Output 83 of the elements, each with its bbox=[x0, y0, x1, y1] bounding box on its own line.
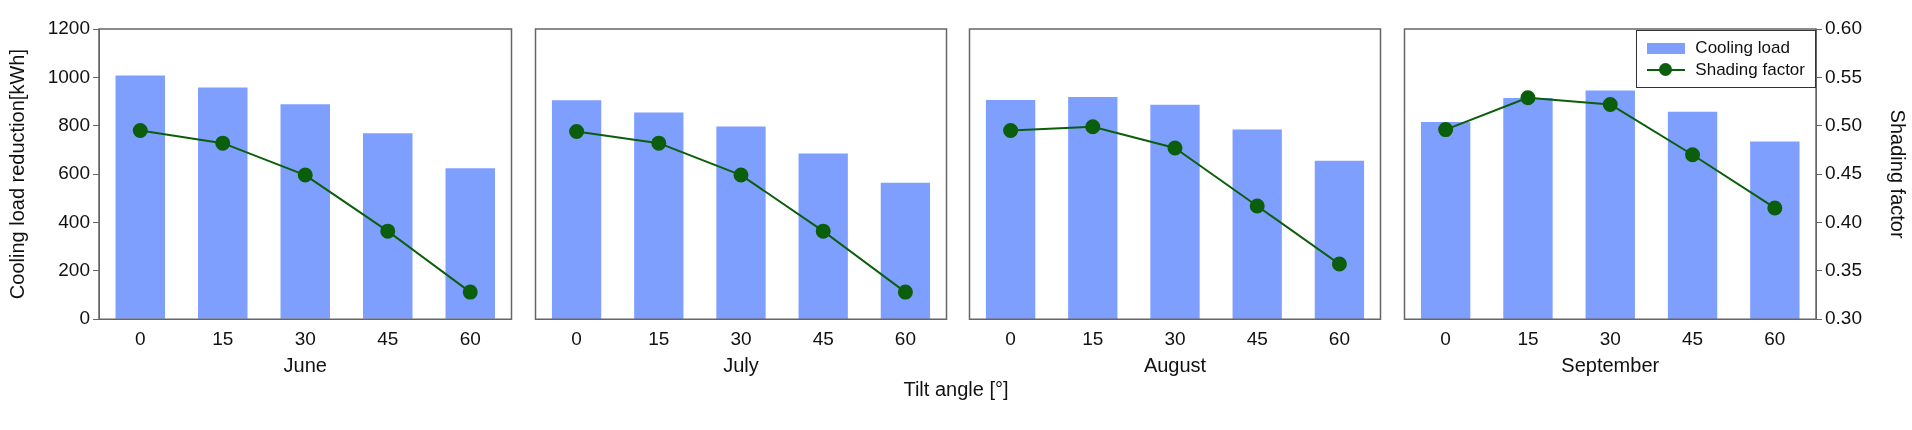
y-tick-label: 1000 bbox=[47, 65, 90, 87]
x-tick-label: 0 bbox=[571, 327, 582, 349]
legend-label: Shading factor bbox=[1695, 60, 1805, 80]
bar bbox=[1667, 111, 1718, 320]
y2-axis-title: Shading factor bbox=[1887, 109, 1910, 239]
y-tick-label: 200 bbox=[58, 259, 90, 281]
legend-label: Cooling load bbox=[1695, 38, 1790, 58]
x-tick-label: 45 bbox=[1246, 327, 1268, 349]
point bbox=[1085, 119, 1101, 135]
x-tick-label: 15 bbox=[1082, 327, 1104, 349]
bar bbox=[1150, 104, 1200, 320]
text: Tilt angle [°] bbox=[902, 378, 1010, 401]
x-tick-label: 30 bbox=[1164, 327, 1186, 349]
point bbox=[1602, 96, 1618, 112]
point bbox=[1767, 200, 1783, 216]
point bbox=[380, 223, 396, 239]
x-tick-label: 30 bbox=[294, 327, 316, 349]
point bbox=[815, 223, 831, 239]
point bbox=[462, 284, 478, 300]
bar bbox=[363, 133, 413, 319]
x-tick-label: 0 bbox=[1005, 327, 1016, 349]
bar bbox=[1585, 90, 1635, 320]
x-tick-label: 30 bbox=[730, 327, 752, 349]
y-tick-label: 0 bbox=[79, 307, 90, 329]
x-tick-label: 45 bbox=[1681, 327, 1704, 349]
point bbox=[132, 123, 148, 139]
x-tick-label: 60 bbox=[1328, 327, 1350, 349]
y2-tick-label: 0.55 bbox=[1825, 65, 1862, 87]
bar bbox=[1503, 97, 1553, 320]
point bbox=[1249, 198, 1265, 214]
point bbox=[1331, 256, 1347, 272]
y-tick-label: 600 bbox=[58, 162, 90, 184]
bar bbox=[716, 126, 766, 320]
y-tick-label: 800 bbox=[58, 113, 90, 135]
bar bbox=[1314, 160, 1365, 320]
x-axis-title: June bbox=[283, 353, 327, 376]
y-tick-label: 400 bbox=[58, 210, 90, 232]
y2-tick-label: 0.50 bbox=[1825, 113, 1862, 135]
x-axis-title: August bbox=[1143, 353, 1207, 376]
point bbox=[1167, 140, 1183, 156]
bar bbox=[198, 87, 248, 319]
y2-tick-label: 0.35 bbox=[1825, 259, 1862, 281]
bar bbox=[1068, 96, 1118, 320]
x-tick-label: 15 bbox=[1517, 327, 1539, 349]
point bbox=[651, 135, 667, 151]
point bbox=[569, 124, 585, 140]
y2-tick-label: 0.40 bbox=[1825, 210, 1862, 232]
x-tick-label: 0 bbox=[134, 327, 146, 349]
point bbox=[297, 167, 313, 183]
x-tick-label: 45 bbox=[812, 327, 834, 349]
bar bbox=[280, 104, 330, 319]
x-tick-label: 30 bbox=[1599, 327, 1621, 349]
point bbox=[1438, 122, 1454, 138]
bar bbox=[880, 182, 931, 320]
bar bbox=[798, 153, 848, 320]
x-tick-label: 60 bbox=[894, 327, 916, 349]
x-tick-label: 15 bbox=[648, 327, 670, 349]
point bbox=[1003, 123, 1019, 139]
x-tick-label: 60 bbox=[459, 327, 481, 349]
point bbox=[897, 284, 913, 300]
bar bbox=[445, 168, 495, 319]
point bbox=[1685, 147, 1701, 163]
point bbox=[215, 135, 231, 151]
bar bbox=[985, 100, 1036, 320]
bar bbox=[1750, 141, 1800, 320]
x-tick-label: 60 bbox=[1764, 327, 1786, 349]
y2-tick-label: 0.60 bbox=[1825, 17, 1862, 39]
y2-tick-label: 0.45 bbox=[1825, 162, 1862, 184]
x-tick-label: 0 bbox=[1440, 327, 1451, 349]
y2-tick-label: 0.30 bbox=[1825, 307, 1862, 329]
x-tick-label: 45 bbox=[377, 327, 399, 349]
x-axis-title: July bbox=[723, 353, 759, 376]
bar bbox=[1232, 129, 1282, 320]
point bbox=[1520, 90, 1536, 106]
x-tick-label: 15 bbox=[212, 327, 234, 349]
bar bbox=[551, 100, 602, 320]
x-axis-title: September bbox=[1561, 353, 1660, 376]
y-tick-label: 1200 bbox=[47, 17, 90, 39]
bar bbox=[115, 75, 165, 319]
point bbox=[733, 167, 749, 183]
y-axis-title: Cooling load reduction[kWh] bbox=[5, 49, 28, 300]
bar bbox=[634, 112, 684, 320]
bar bbox=[1420, 122, 1471, 320]
